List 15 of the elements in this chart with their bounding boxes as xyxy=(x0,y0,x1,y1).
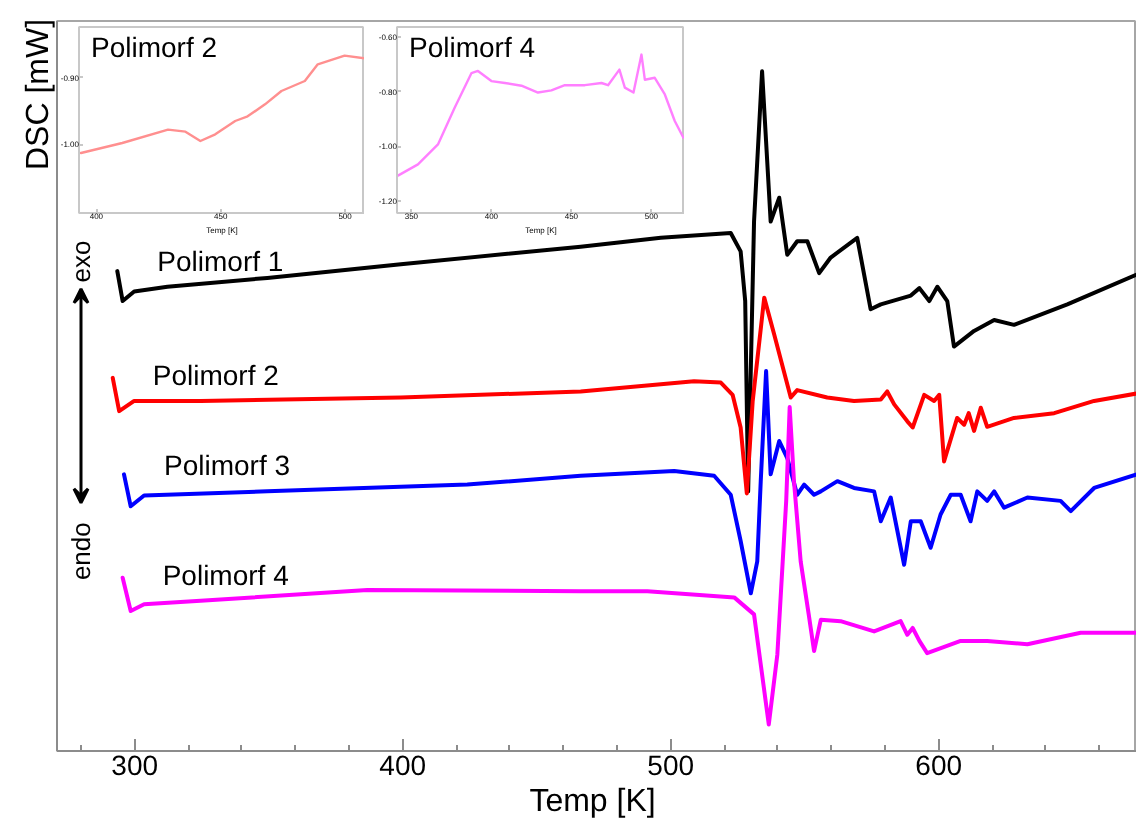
x-axis-title: Temp [K] xyxy=(529,785,656,819)
series-label: Polimorf 2 xyxy=(152,358,280,391)
series-label: Polimorf 4 xyxy=(162,558,290,591)
annotation: endo xyxy=(66,522,96,581)
x-tick-label: 500 xyxy=(647,749,695,781)
chart-title: Polimorf 2 xyxy=(91,31,218,63)
y-axis-title: DSC [mW] xyxy=(20,18,58,170)
series-label: Polimorf 3 xyxy=(164,449,291,482)
chart-title: Polimorf 4 xyxy=(409,31,536,63)
line-series xyxy=(79,54,364,155)
x-tick-label: 600 xyxy=(915,749,963,781)
annotation: exo xyxy=(66,240,96,283)
x-tick-label: 400 xyxy=(379,749,427,781)
x-tick-label: 300 xyxy=(111,749,159,781)
series-label: Polimorf 1 xyxy=(157,244,284,277)
